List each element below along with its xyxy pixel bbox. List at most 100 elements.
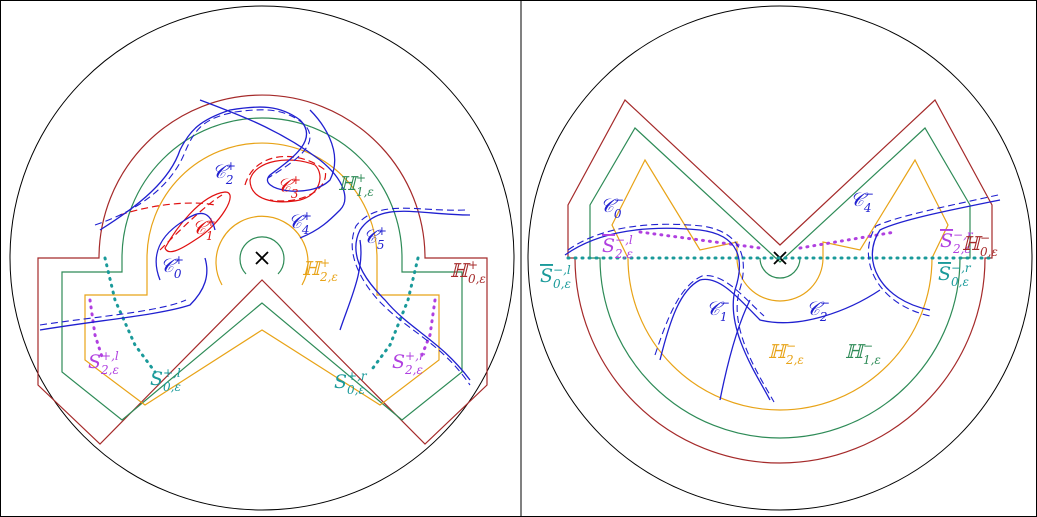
region-label: S+,r 0,ε [334,369,368,397]
disk [527,5,1033,511]
label-sub: 2,ε [404,363,423,377]
region-h2 [84,142,440,406]
label-base: S [88,351,101,373]
blue-curve [659,278,881,361]
region-label: 𝒞+ 5 [363,224,387,252]
label-sub: 1,ε [863,353,881,367]
right-panel [527,5,1033,511]
label-sup: + [206,215,216,229]
label-sub: 0,ε [553,277,571,291]
label-sup: −,r [953,228,974,242]
label-sup: −,l [615,233,633,247]
blue-curve [94,109,311,226]
label-sup: +,l [101,349,119,363]
region-label: 𝒞− 2 [806,296,830,324]
blue-curve [99,106,336,231]
label-base: ℍ [962,233,983,255]
blue-curve [39,299,187,326]
label-base: S [334,371,347,393]
label-sup: − [786,339,796,353]
blue-curve [564,227,771,401]
red-loop [249,159,321,203]
blue-curve [654,275,765,356]
blue-curve [199,99,346,239]
disk [9,5,515,511]
label-sup: + [377,224,387,238]
label-sup: + [302,209,312,223]
label-base: ℍ [338,173,359,195]
label-sup: + [356,171,366,185]
label-sup: + [320,256,330,270]
label-sub: 2,ε [785,353,804,367]
label-sup: +,r [347,369,368,383]
label-sub: 1,ε [356,185,374,199]
label-base: S [602,235,615,257]
label-base: S [150,368,163,390]
region-label: ℍ− 0,ε [962,231,998,259]
region-h0 [37,94,488,445]
region-h0 [567,99,993,464]
label-sub: 0,ε [951,275,969,289]
label-sup: −,l [553,263,571,277]
label-sub: 2 [225,173,234,187]
dotted-line [638,230,897,250]
left-panel [9,5,515,511]
blue-curve [351,207,471,386]
label-base: ℍ [845,341,866,363]
region-label: ℍ+ 0,ε [450,258,486,286]
blue-curve [355,210,471,381]
label-sub: 1 [720,310,728,324]
label-base: S [940,230,953,252]
label-base: ℍ [302,258,323,280]
inner-arc [759,257,801,279]
label-sub: 1 [206,229,214,243]
region-label: 𝒞+ 0 [160,253,184,281]
region-label: ℍ− 2,ε [768,339,804,367]
blue-curve [871,199,1001,311]
label-sub: 3 [291,187,299,201]
label-sub: 0,ε [980,245,998,259]
region-label: S−,l 2,ε [602,233,633,261]
label-sub: 4 [863,201,872,215]
blue-curve [719,299,751,401]
red-loop [164,191,231,253]
label-sub: 2 [819,310,828,324]
label-sup: − [614,193,624,207]
region-label: ℍ+ 2,ε [302,256,338,284]
label-sub: 5 [377,238,385,252]
region-label: S−,r 2,ε [940,228,974,256]
region-label: ℍ+ 1,ε [338,171,374,199]
label-base: ℍ [450,260,471,282]
region-label: S−,r 0,ε [938,261,972,289]
region-label: 𝒞+ 1 [192,215,216,243]
label-sup: − [980,231,990,245]
label-sub: 4 [301,223,310,237]
region-label: 𝒞− 1 [706,296,730,324]
label-sup: − [863,339,873,353]
blue-curve [339,239,362,331]
labels: 𝒞+ 0𝒞+ 1𝒞+ 2 𝒞+ 3𝒞+ 4 𝒞+ 5ℍ+ 1,εℍ+ 2,ε ℍ+ 0,εS+,l 2,ε… [88,159,998,397]
red-loop [119,194,223,251]
blue-curve [155,212,216,281]
label-sup: − [820,296,830,310]
label-sub: 2,ε [952,242,971,256]
label-sup: +,l [163,366,181,380]
label-sup: + [468,258,478,272]
region-label: ℍ− 1,ε [845,339,881,367]
region-label: 𝒞+ 4 [288,209,312,237]
dotted-line [103,256,157,374]
region-label: 𝒞+ 3 [277,173,301,201]
region-label: S−,l 0,ε [540,263,571,291]
label-sup: + [291,173,301,187]
label-sup: −,r [951,261,972,275]
label-sup: +,r [405,349,426,363]
blue-curve [867,194,999,317]
inner-arc [215,215,309,286]
region-label: 𝒞− 0 [600,193,624,221]
inner-arc [239,236,285,275]
red-loop [244,155,327,202]
label-sub: 0,ε [347,383,365,397]
label-sub: 2,ε [614,247,633,261]
region-label: S+,l 0,ε [150,366,181,394]
label-sup: − [720,296,730,310]
